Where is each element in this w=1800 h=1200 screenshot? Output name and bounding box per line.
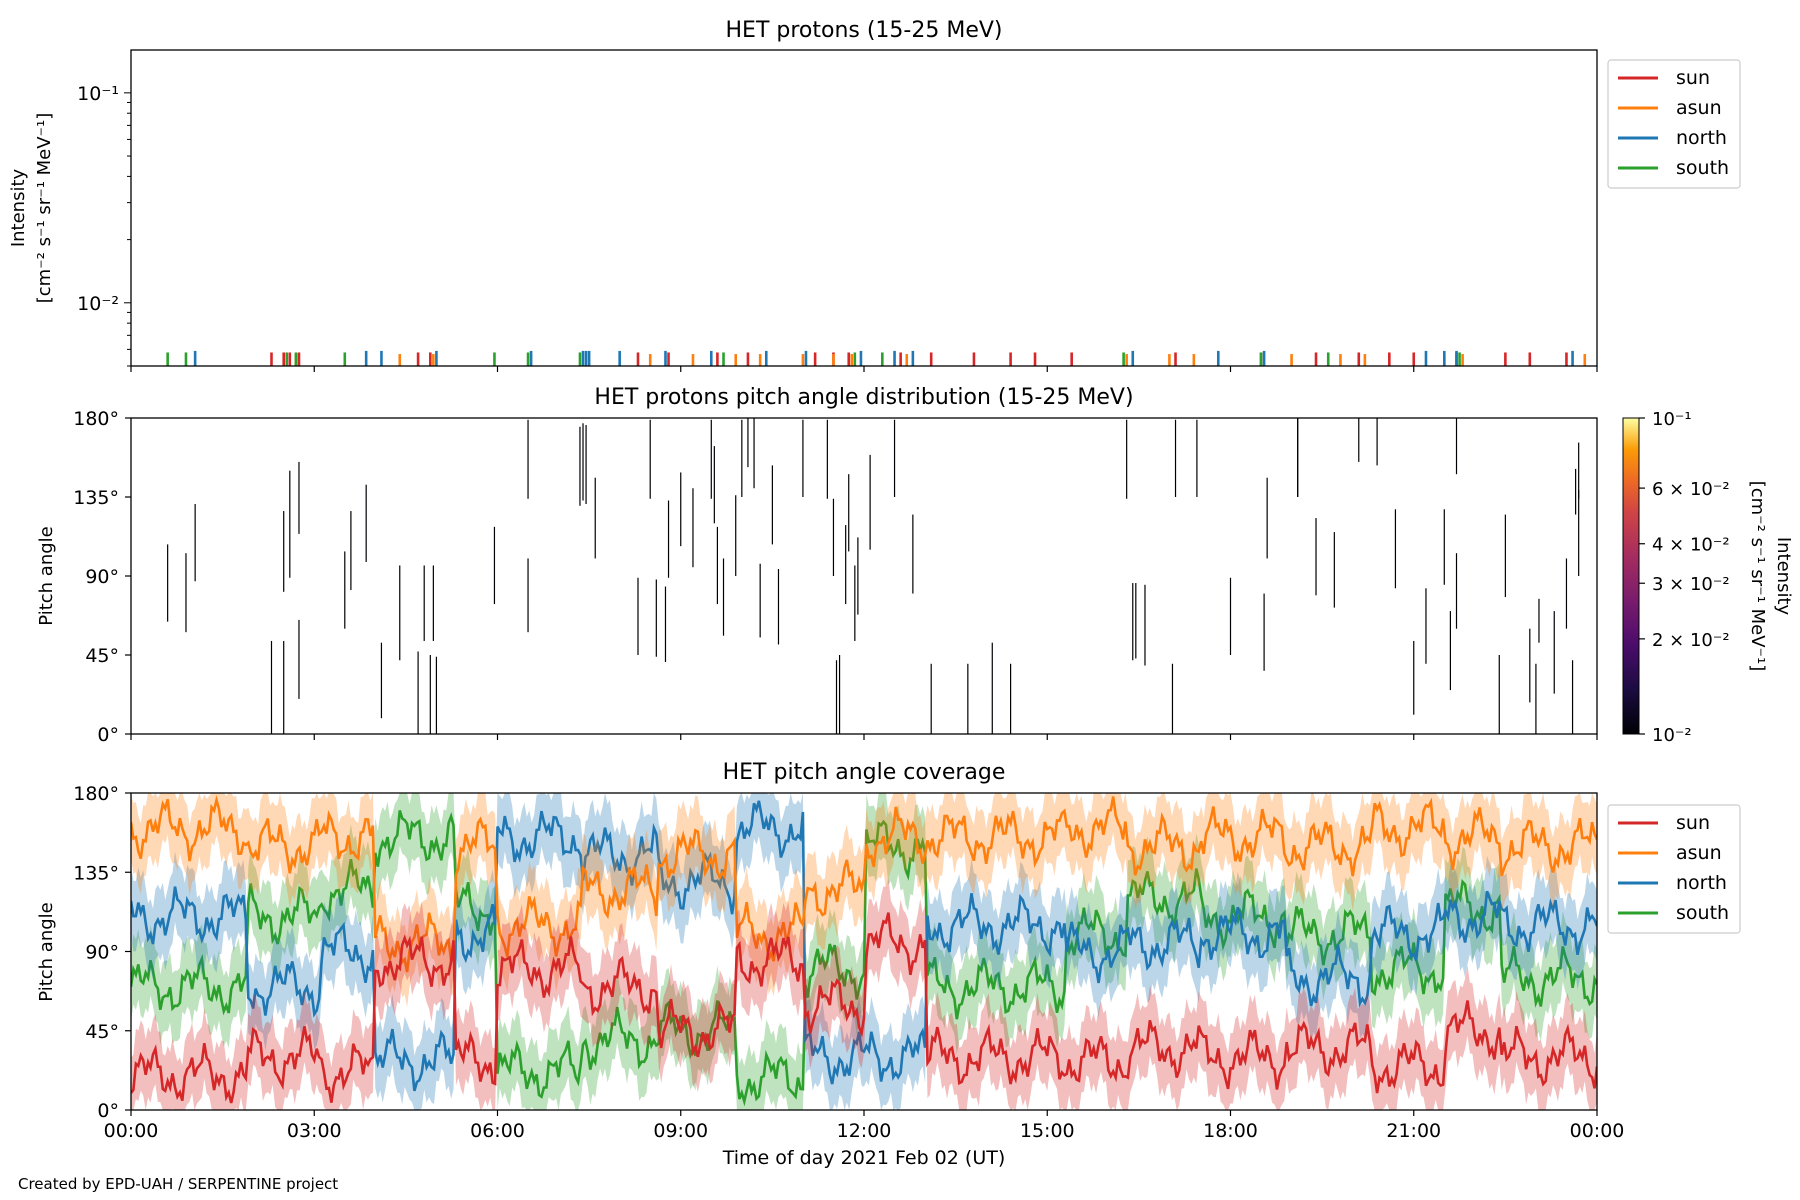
y-tick-label: 45° (85, 645, 119, 667)
colorbar-tick-label: 2 × 10⁻² (1652, 630, 1730, 651)
coverage-band-asun (131, 793, 1597, 1008)
y-tick-label: 0° (97, 724, 119, 746)
panel-pitch-angle-coverage: HET pitch angle coverage 0° 45° 90° 135° 180… (36, 760, 1741, 1169)
colorbar-tick-label: 6 × 10⁻² (1652, 479, 1730, 500)
x-tick-label: 12:00 (837, 1120, 892, 1142)
y-tick-label: 10⁻¹ (77, 83, 119, 105)
legend3-north: north (1676, 872, 1727, 894)
colorbar-tick-label: 10⁻¹ (1652, 409, 1692, 430)
credit-text: Created by EPD-UAH / SERPENTINE project (18, 1175, 339, 1193)
panel2-ylabel: Pitch angle (36, 526, 57, 625)
panel3-series (131, 793, 1597, 1110)
coverage-line-north (131, 800, 1597, 1092)
y-tick-label: 90° (85, 942, 119, 964)
colorbar-tick-label: 4 × 10⁻² (1652, 535, 1730, 556)
panel-pitch-angle-distribution: HET protons pitch angle distribution (15… (36, 385, 1794, 746)
x-tick-label: 06:00 (470, 1120, 525, 1142)
panel2-heatmap (167, 418, 1580, 734)
coverage-line-asun (131, 795, 1597, 973)
colorbar-tick-label: 3 × 10⁻² (1652, 574, 1730, 595)
x-tick-label: 09:00 (653, 1120, 708, 1142)
x-tick-label: 03:00 (287, 1120, 342, 1142)
panel2-xaxis (130, 734, 1598, 740)
x-axis-label: Time of day 2021 Feb 02 (UT) (722, 1147, 1006, 1169)
panel3-yaxis: 0° 45° 90° 135° 180° (73, 783, 131, 1122)
legend1-north: north (1676, 127, 1727, 149)
y-tick-label: 180° (73, 783, 119, 805)
panel1-ylabel-line1: Intensity (8, 168, 29, 247)
x-tick-label: 15:00 (1020, 1120, 1075, 1142)
y-tick-label: 135° (73, 487, 119, 509)
x-tick-label: 21:00 (1386, 1120, 1441, 1142)
colorbar-axis: 10⁻¹ 6 × 10⁻² 4 × 10⁻² 3 × 10⁻² 2 × 10⁻² 10⁻² (1639, 409, 1730, 746)
coverage-band-north (131, 793, 1597, 1110)
colorbar-tick-label: 10⁻² (1652, 725, 1692, 746)
legend3-sun: sun (1676, 812, 1710, 834)
panel1-series (166, 350, 1587, 366)
panel3-legend-box (1607, 804, 1741, 934)
x-tick-label: 00:00 (104, 1120, 159, 1142)
panel1-legend: sun asun north south (1607, 59, 1741, 189)
panel3-xaxis: 00:00 03:00 06:00 09:00 12:00 15:00 18:00 21:00… (104, 1110, 1625, 1142)
panel3-legend: sun asun north south (1607, 804, 1741, 934)
panel1-legend-box (1607, 59, 1741, 189)
coverage-line-south (131, 810, 1597, 1107)
y-tick-label: 90° (85, 566, 119, 588)
colorbar-label-line2: [cm⁻² s⁻¹ sr⁻¹ MeV⁻¹] (1747, 481, 1768, 672)
y-tick-label: 0° (97, 1100, 119, 1122)
panel1-yaxis: 10⁻¹ 10⁻² (77, 83, 131, 367)
legend1-asun: asun (1676, 97, 1722, 119)
y-tick-label: 10⁻² (77, 293, 119, 315)
x-tick-label: 00:00 (1570, 1120, 1625, 1142)
colorbar-label-line1: Intensity (1773, 537, 1794, 616)
panel2-title: HET protons pitch angle distribution (15… (594, 385, 1133, 410)
panel1-xaxis (130, 366, 1598, 372)
legend1-sun: sun (1676, 67, 1710, 89)
panel2-yaxis: 0° 45° 90° 135° 180° (73, 408, 131, 746)
coverage-line-sun (131, 912, 1597, 1104)
legend3-asun: asun (1676, 842, 1722, 864)
panel1-frame (130, 49, 1598, 367)
y-tick-label: 45° (85, 1021, 119, 1043)
panel1-title: HET protons (15-25 MeV) (726, 18, 1003, 43)
panel1-ylabel-line2: [cm⁻² s⁻¹ sr⁻¹ MeV⁻¹] (34, 113, 55, 304)
legend1-south: south (1676, 157, 1729, 179)
panel3-title: HET pitch angle coverage (723, 760, 1006, 785)
panel-intensity: HET protons (15-25 MeV) 10⁻¹ 10⁻² Intensi… (8, 18, 1741, 372)
colorbar (1622, 417, 1640, 735)
y-tick-label: 135° (73, 862, 119, 884)
legend3-south: south (1676, 902, 1729, 924)
x-tick-label: 18:00 (1203, 1120, 1258, 1142)
panel3-ylabel: Pitch angle (36, 902, 57, 1001)
y-tick-label: 180° (73, 408, 119, 430)
